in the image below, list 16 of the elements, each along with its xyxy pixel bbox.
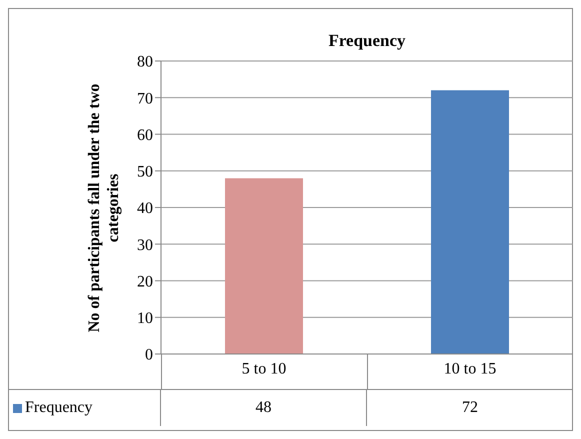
y-tick-label: 60 — [137, 126, 153, 144]
y-tick-label: 40 — [137, 200, 153, 218]
data-label: 72 — [461, 398, 479, 418]
y-axis-title: No of participants fall under the two categories — [85, 82, 123, 334]
x-tick-label: 10 to 15 — [444, 360, 496, 378]
y-tick-label: 10 — [137, 310, 153, 328]
data-label: 48 — [161, 390, 367, 426]
y-tick-label: 0 — [145, 346, 153, 364]
y-tick-label: 30 — [137, 236, 153, 254]
y-tick-label: 50 — [137, 164, 153, 181]
chart-title: Frequency — [327, 31, 407, 51]
y-tick-label: 70 — [137, 90, 153, 108]
y-tick-label: 80 — [137, 54, 153, 71]
y-tick-label: 20 — [137, 273, 153, 290]
x-tick-label: 5 to 10 — [242, 360, 286, 378]
legend-label: Frequency — [25, 399, 93, 417]
